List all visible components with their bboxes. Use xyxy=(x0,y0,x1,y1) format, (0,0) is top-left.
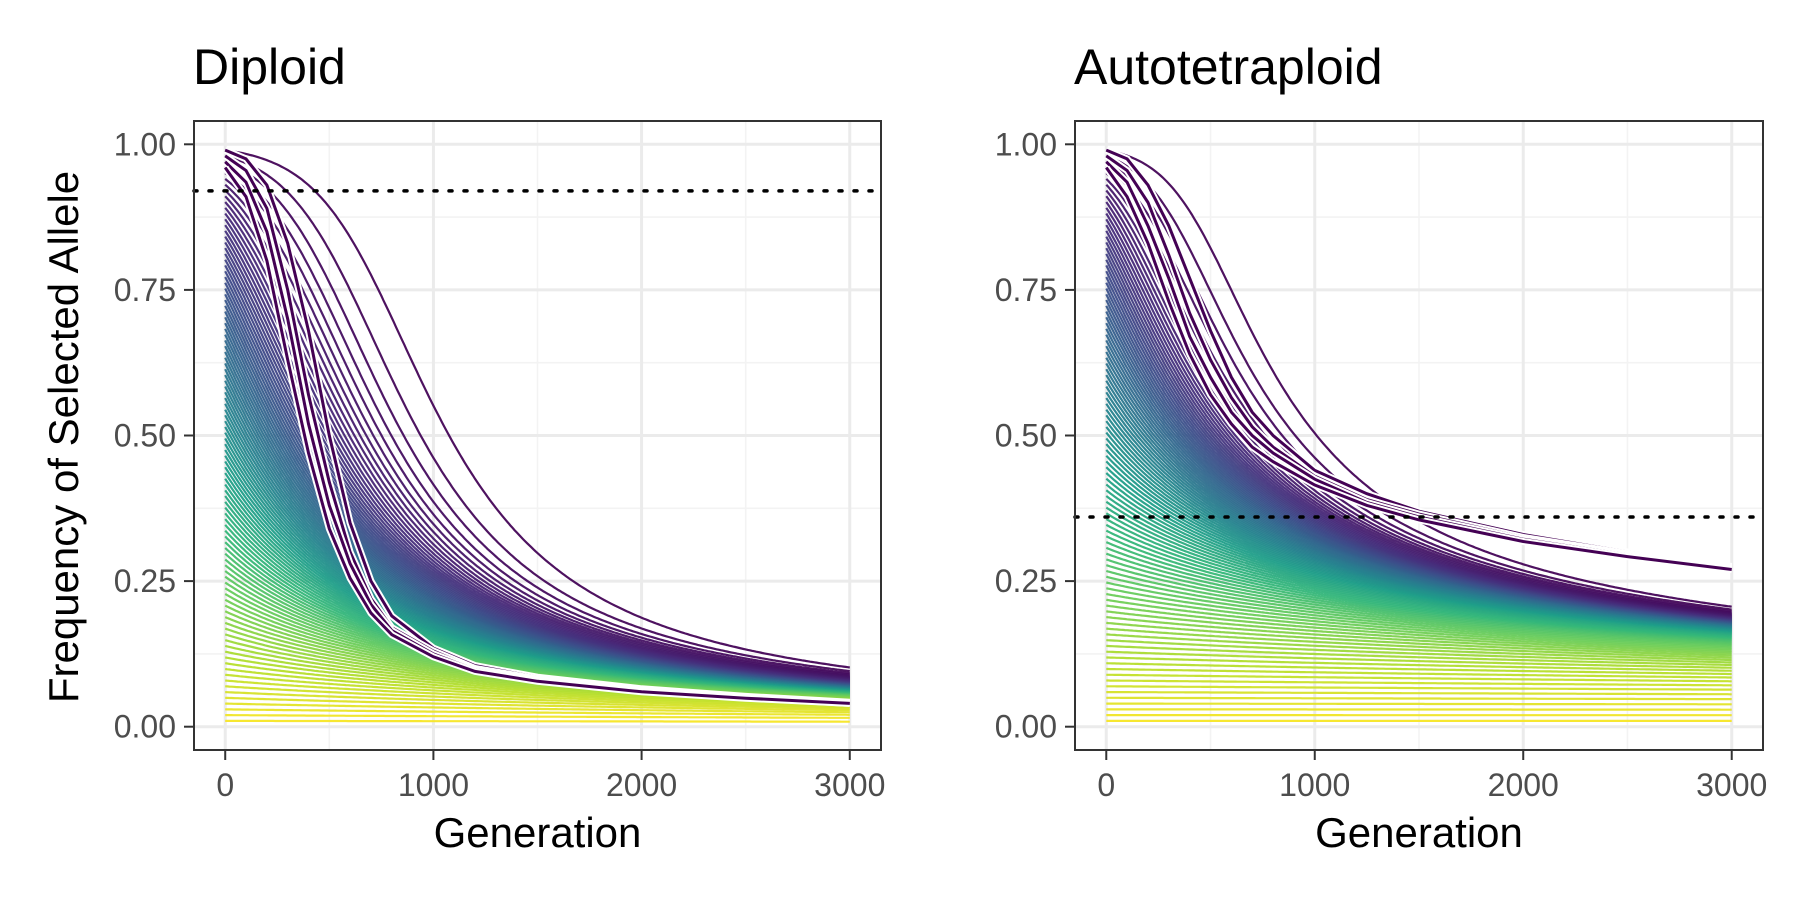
y-tick-label: 1.00 xyxy=(995,126,1057,162)
trajectory-line xyxy=(224,178,850,678)
x-tick-label: 0 xyxy=(1097,767,1115,803)
y-tick-label: 0.50 xyxy=(114,418,176,454)
trajectory-line xyxy=(1106,702,1732,706)
panel-title: Diploid xyxy=(193,39,346,95)
y-axis-title: Frequency of Selected Allele xyxy=(40,171,87,703)
trajectory-line xyxy=(225,702,850,714)
y-tick-label: 0.25 xyxy=(995,563,1057,599)
y-tick-label: 0.75 xyxy=(995,272,1057,308)
x-tick-label: 0 xyxy=(216,767,234,803)
x-tick-label: 2000 xyxy=(1488,767,1559,803)
trajectory-line xyxy=(1105,154,1732,611)
panel-title: Autotetraploid xyxy=(1074,39,1383,95)
x-tick-label: 2000 xyxy=(606,767,677,803)
y-tick-label: 1.00 xyxy=(114,126,176,162)
highlight-series-line xyxy=(1105,166,1732,571)
trajectory-line xyxy=(1105,564,1732,643)
trajectory-line xyxy=(224,172,850,677)
trajectory-line xyxy=(1106,656,1732,672)
trajectory-line xyxy=(1106,691,1732,696)
trajectory-line xyxy=(1105,160,1732,613)
trajectory-line xyxy=(1106,633,1732,662)
trajectory-line xyxy=(1105,575,1732,645)
autotetraploid-panel: 0 1000 2000 3000 0.00 0.25 0.50 0.75 1.00 Autotet… xyxy=(995,39,1768,856)
trajectory-line xyxy=(1106,685,1732,691)
diploid-panel: 0 1000 2000 3000 0.00 0.25 0.50 0.75 1.00 Diploid… xyxy=(114,39,886,856)
y-tick-label: 0.25 xyxy=(114,563,176,599)
trajectory-line xyxy=(1106,610,1732,654)
y-tick-label: 0.00 xyxy=(114,709,176,745)
trajectory-line xyxy=(1106,662,1732,676)
trajectory-line xyxy=(225,691,850,710)
trajectory-line xyxy=(1106,673,1732,683)
y-tick-label: 0.50 xyxy=(995,418,1057,454)
trajectory-lines xyxy=(1103,146,1733,722)
trajectory-line xyxy=(224,166,850,676)
x-axis-title: Generation xyxy=(1315,809,1523,856)
trajectory-line xyxy=(1106,644,1732,667)
trajectory-line xyxy=(225,685,850,708)
trajectory-line xyxy=(225,714,850,719)
trajectory-line xyxy=(224,160,850,675)
highlight-series-line xyxy=(223,166,850,705)
trajectory-line xyxy=(1105,569,1732,644)
trajectory-line xyxy=(1106,696,1732,701)
trajectory-line xyxy=(1106,587,1732,648)
y-tick-label: 0.00 xyxy=(995,709,1057,745)
trajectory-line xyxy=(1106,627,1732,659)
x-tick-label: 1000 xyxy=(1279,767,1350,803)
trajectory-line xyxy=(1106,679,1732,687)
trajectory-line xyxy=(1106,616,1732,655)
trajectory-line xyxy=(1106,604,1732,652)
trajectory-line xyxy=(1106,592,1732,649)
trajectory-line xyxy=(1106,598,1732,651)
trajectory-line xyxy=(1106,621,1732,657)
y-tick-label: 0.75 xyxy=(114,272,176,308)
trajectory-line xyxy=(1106,667,1732,679)
x-tick-label: 3000 xyxy=(1696,767,1767,803)
trajectory-line xyxy=(225,719,850,723)
trajectory-line xyxy=(225,149,850,669)
trajectory-line xyxy=(224,154,850,673)
x-tick-label: 1000 xyxy=(398,767,469,803)
x-tick-label: 3000 xyxy=(814,767,885,803)
trajectory-line xyxy=(1106,639,1732,664)
trajectory-line xyxy=(1106,581,1732,647)
trajectory-lines xyxy=(222,146,850,723)
trajectory-line xyxy=(225,673,850,706)
trajectory-line xyxy=(225,679,850,707)
trajectory-line xyxy=(1106,650,1732,669)
x-axis-title: Generation xyxy=(434,809,642,856)
trajectory-line xyxy=(225,708,850,716)
trajectory-line xyxy=(225,696,850,712)
